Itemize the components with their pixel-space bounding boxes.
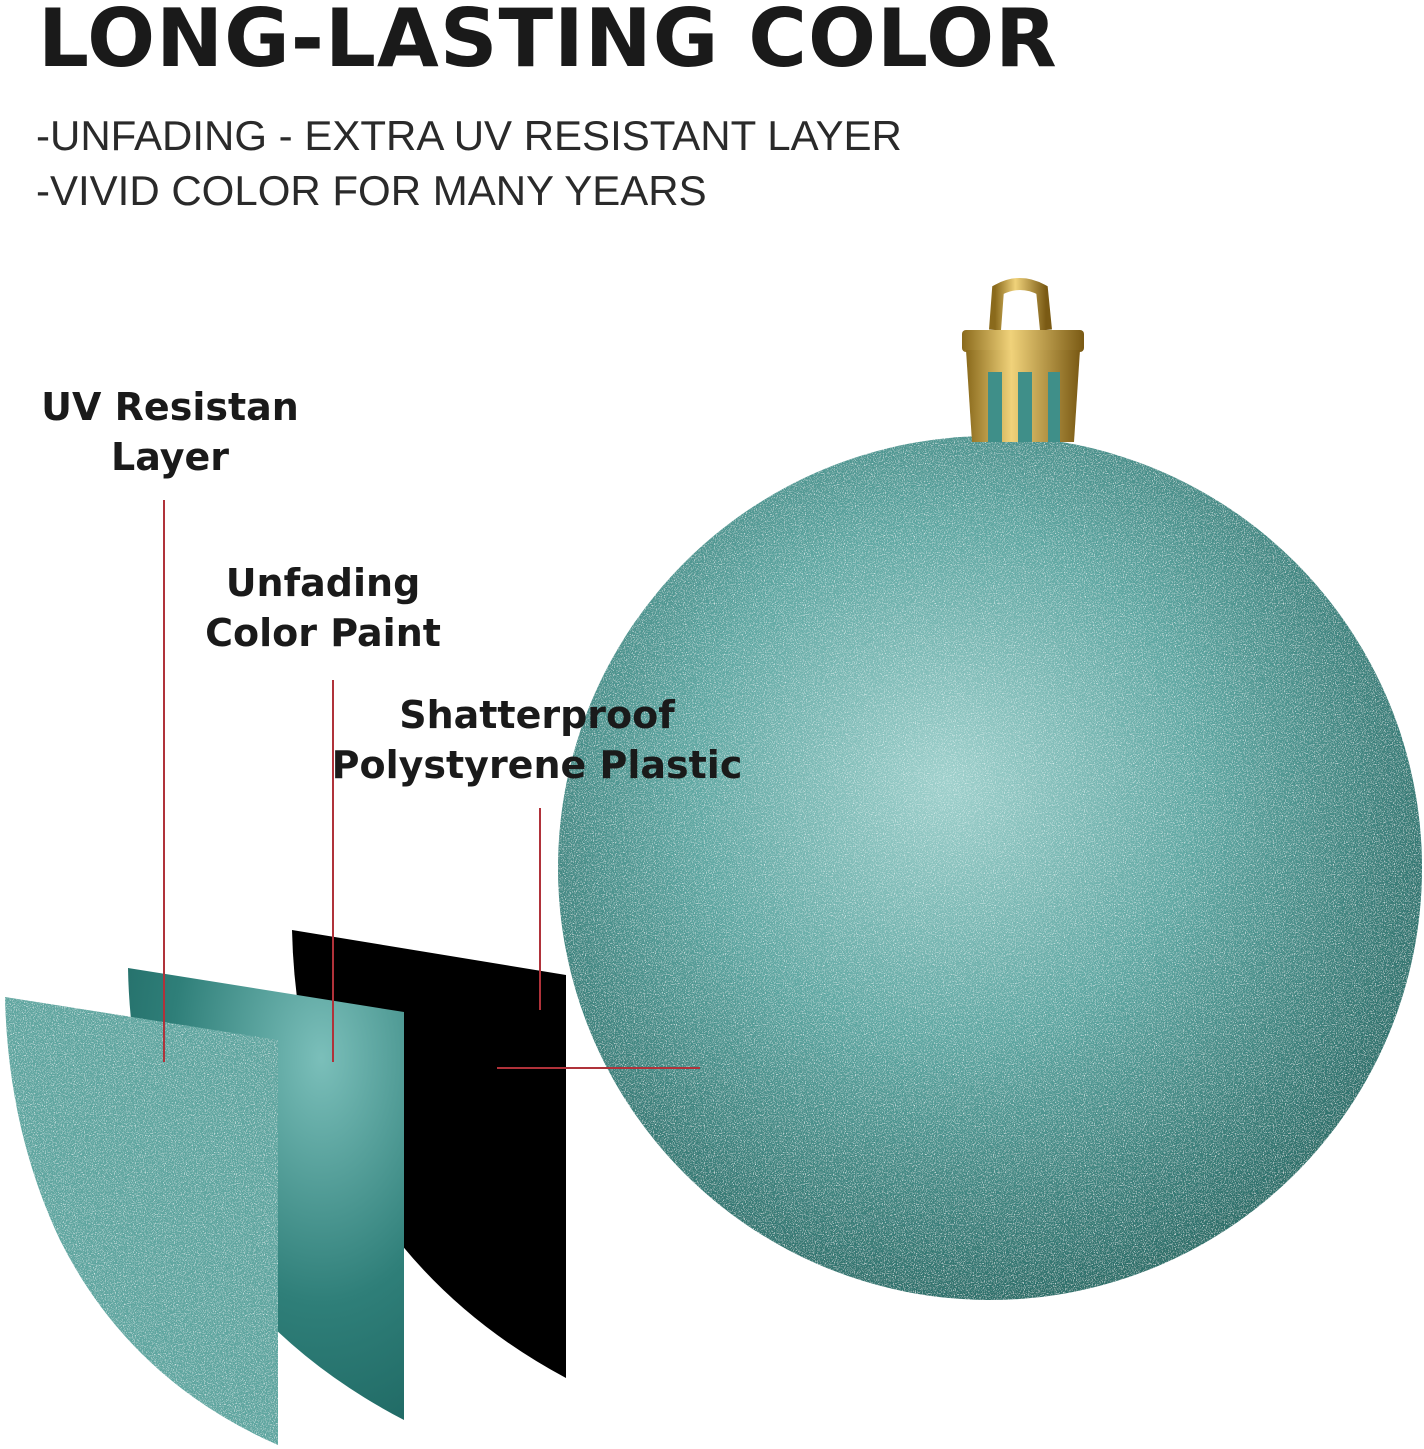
label-plastic-layer: Shatterproof Polystyrene Plastic [332,690,743,790]
page-title: LONG-LASTING COLOR [38,0,1058,85]
leader-lines [163,500,700,1069]
feature-line: -VIVID COLOR FOR MANY YEARS [36,167,707,214]
label-line: UV Resistan [41,385,299,429]
label-line: Color Paint [205,611,441,655]
label-line: Shatterproof [399,693,675,737]
ornament-cap [962,278,1084,442]
ornament-ball [558,436,1422,1300]
label-uv-layer: UV Resistan Layer [41,382,299,482]
label-paint-layer: Unfading Color Paint [205,558,441,658]
label-line: Layer [111,435,229,479]
glitter-layer [5,997,278,1445]
label-line: Unfading [225,561,421,605]
label-line: Polystyrene Plastic [331,743,743,787]
feature-line: -UNFADING - EXTRA UV RESISTANT LAYER [36,112,902,159]
